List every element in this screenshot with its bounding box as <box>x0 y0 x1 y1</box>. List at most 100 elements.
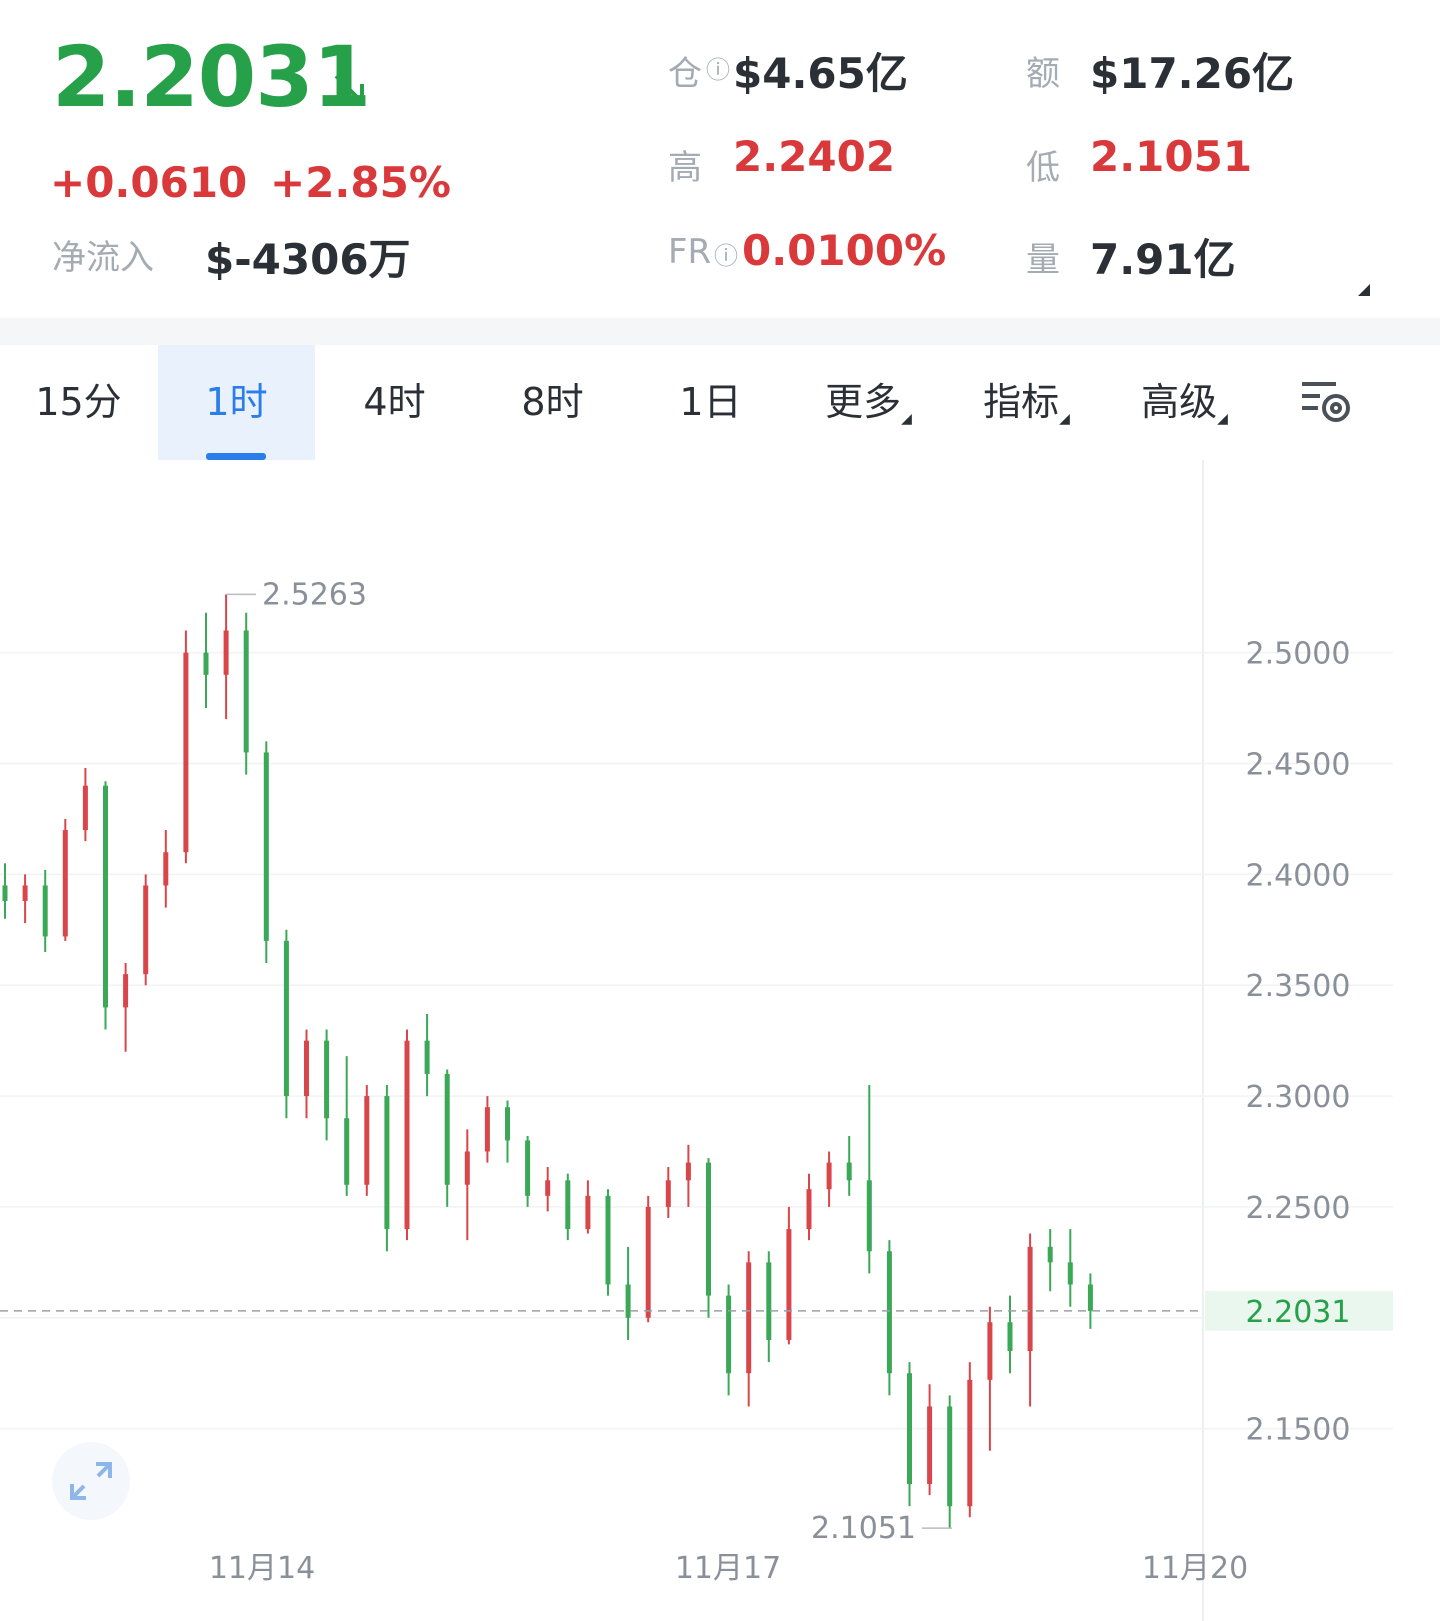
candle-body <box>927 1406 933 1485</box>
candle-body <box>726 1295 732 1374</box>
candle-body <box>766 1262 772 1340</box>
candle-body <box>505 1107 510 1141</box>
net-inflow: $-4306万 <box>205 235 411 284</box>
dropdown-caret: ◢ <box>1059 411 1070 427</box>
candle-body <box>22 885 28 901</box>
current-price-label: 2.2031 <box>1246 1295 1351 1330</box>
net-inflow-label: 净流入 <box>52 238 154 278</box>
candle-body <box>364 1096 370 1185</box>
candle-body <box>1087 1284 1093 1311</box>
candle-body <box>283 940 289 1097</box>
expand-corner[interactable] <box>1356 282 1372 298</box>
timeframe-tab[interactable]: 指标◢ <box>983 380 1070 427</box>
candle-body <box>806 1189 812 1230</box>
candle-body <box>685 1162 691 1181</box>
stat-label: 额 <box>1026 54 1060 94</box>
candle-body <box>424 1040 430 1074</box>
candle-body <box>123 974 129 1008</box>
candle-body <box>665 1180 671 1207</box>
candle-body <box>886 1251 892 1374</box>
timeframe-tab[interactable]: 1日 <box>679 380 742 424</box>
stat-value: 7.91亿 <box>1090 235 1236 284</box>
stat-value: $17.26亿 <box>1090 49 1295 98</box>
candle-body <box>907 1373 912 1485</box>
candle-body <box>62 830 68 937</box>
current-price-bg <box>1205 1290 1393 1331</box>
candle-body <box>263 752 269 941</box>
candle-body <box>525 1140 531 1196</box>
info-icon: ⓘ <box>714 242 738 270</box>
candle-body <box>545 1180 551 1196</box>
candle-body <box>585 1195 591 1230</box>
stat-label: FR <box>668 232 712 272</box>
y-tick-label: 2.3500 <box>1246 969 1351 1004</box>
candle-body <box>163 852 169 886</box>
candle-body <box>1007 1322 1013 1352</box>
candle-body <box>344 1118 350 1185</box>
stat-value: 2.2402 <box>733 132 896 181</box>
change: +0.0610 <box>50 158 248 207</box>
y-tick-label: 2.4000 <box>1246 858 1351 893</box>
candle-body <box>2 885 8 901</box>
fullscreen-button[interactable] <box>52 1442 130 1520</box>
x-tick-label: 11月17 <box>675 1551 781 1586</box>
settings-icon[interactable] <box>1298 378 1358 428</box>
change-pct: +2.85% <box>270 158 451 207</box>
candle-body <box>967 1379 973 1507</box>
info-icon: ⓘ <box>706 56 730 84</box>
candle-body <box>404 1040 410 1230</box>
timeframe-tab[interactable]: 15分 <box>35 380 122 424</box>
active-tab-indicator <box>206 453 266 460</box>
candle-body <box>947 1406 953 1507</box>
fullscreen-icon <box>70 1462 112 1500</box>
stat-label: 低 <box>1026 148 1060 188</box>
timeframe-tab[interactable]: 更多◢ <box>825 380 912 427</box>
x-tick-label: 11月14 <box>209 1551 315 1586</box>
candle-body <box>243 630 249 753</box>
candle-body <box>223 630 229 675</box>
timeframe-tab[interactable]: 1时 <box>205 380 268 424</box>
stat-label: 仓 <box>668 54 702 94</box>
x-tick-label: 11月20 <box>1142 1551 1248 1586</box>
candle-body <box>826 1162 832 1190</box>
timeframe-tab[interactable]: 高级◢ <box>1141 380 1228 427</box>
candle-body <box>304 1040 309 1097</box>
chart: 2.15002.20002.25002.30002.35002.40002.45… <box>0 460 1393 1621</box>
y-tick-label: 2.3000 <box>1246 1080 1351 1115</box>
low-label: 2.1051 <box>811 1511 916 1546</box>
timeframe-tab[interactable]: 4时 <box>363 380 426 424</box>
candle-body <box>82 785 88 831</box>
candle-body <box>143 885 149 975</box>
stat-value: $4.65亿 <box>733 49 908 98</box>
y-tick-label: 2.4500 <box>1246 748 1351 783</box>
candle-body <box>987 1322 993 1380</box>
candle-body <box>203 652 209 675</box>
dropdown-caret: ◢ <box>901 411 912 427</box>
candle-body <box>645 1206 651 1318</box>
candle-body <box>625 1284 631 1318</box>
stat-value: 2.1051 <box>1090 132 1253 181</box>
candle-body <box>1067 1262 1073 1285</box>
active-tab-bg <box>158 345 315 460</box>
last-price: 2.2031 <box>52 28 371 126</box>
y-tick-label: 2.1500 <box>1246 1413 1351 1448</box>
down-arrow-icon <box>334 74 364 104</box>
y-tick-label: 2.2500 <box>1246 1191 1351 1226</box>
candle-body <box>103 785 108 1008</box>
stat-value: 0.0100% <box>742 226 947 275</box>
candle-body <box>183 652 189 853</box>
dropdown-caret: ◢ <box>1217 411 1228 427</box>
candle-body <box>1027 1246 1033 1352</box>
candle-body <box>866 1180 872 1252</box>
candle-body <box>786 1229 792 1340</box>
candle-body <box>324 1040 330 1119</box>
high-label: 2.5263 <box>262 577 367 612</box>
candle-body <box>484 1107 490 1152</box>
candle-body <box>444 1073 450 1185</box>
timeframe-tab[interactable]: 8时 <box>521 380 584 424</box>
divider <box>0 318 1440 345</box>
candle-body <box>565 1180 571 1230</box>
candle-body <box>1047 1246 1053 1263</box>
